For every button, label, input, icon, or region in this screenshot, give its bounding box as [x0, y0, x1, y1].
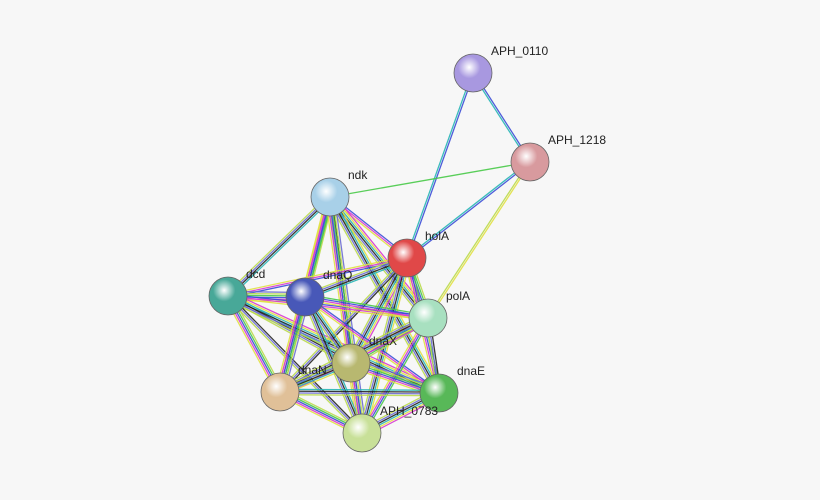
node-label: APH_1218 [548, 133, 606, 147]
node-label: dnaE [457, 364, 485, 378]
edge [227, 297, 428, 321]
edge [280, 390, 440, 393]
edge [280, 388, 440, 391]
edge [406, 160, 530, 258]
node-label: dnaX [369, 334, 397, 348]
node-label: APH_0783 [380, 404, 438, 418]
node-label: polA [446, 289, 470, 303]
edge [226, 296, 362, 435]
edge [304, 299, 428, 322]
node[interactable] [310, 177, 350, 217]
node[interactable] [208, 276, 248, 316]
edge [407, 162, 531, 260]
edge [305, 295, 441, 393]
edge [229, 198, 333, 299]
edge [226, 195, 330, 296]
edge [279, 394, 439, 397]
edge [407, 73, 475, 259]
node[interactable] [260, 372, 300, 412]
edge [329, 161, 531, 198]
node[interactable] [453, 53, 493, 93]
edge [227, 295, 429, 319]
edge [327, 197, 438, 395]
edge [279, 392, 439, 395]
node-label: ndk [348, 168, 368, 182]
edge [304, 297, 428, 320]
node-label: dnaQ [323, 268, 352, 282]
edge [426, 161, 530, 318]
node-label: holA [425, 229, 449, 243]
node[interactable] [331, 343, 371, 383]
edge [363, 319, 431, 435]
node[interactable] [285, 277, 325, 317]
node[interactable] [419, 373, 459, 413]
node-label: APH_0110 [491, 44, 548, 58]
edge [348, 256, 406, 363]
node[interactable] [387, 238, 427, 278]
edge [324, 197, 359, 434]
edge [405, 72, 473, 258]
node-label: dcd [246, 267, 265, 281]
edge [227, 255, 407, 295]
edge [227, 295, 363, 434]
edge [228, 293, 429, 317]
node-label: dnaN [298, 363, 327, 377]
edge [305, 295, 429, 318]
edge [228, 294, 364, 433]
edge [330, 196, 430, 318]
edge [305, 293, 429, 316]
node[interactable] [342, 413, 382, 453]
edge [225, 194, 329, 295]
node[interactable] [408, 298, 448, 338]
edge [428, 162, 532, 319]
edge [228, 197, 332, 298]
edge [364, 258, 412, 435]
edge [227, 257, 408, 297]
node[interactable] [510, 142, 550, 182]
